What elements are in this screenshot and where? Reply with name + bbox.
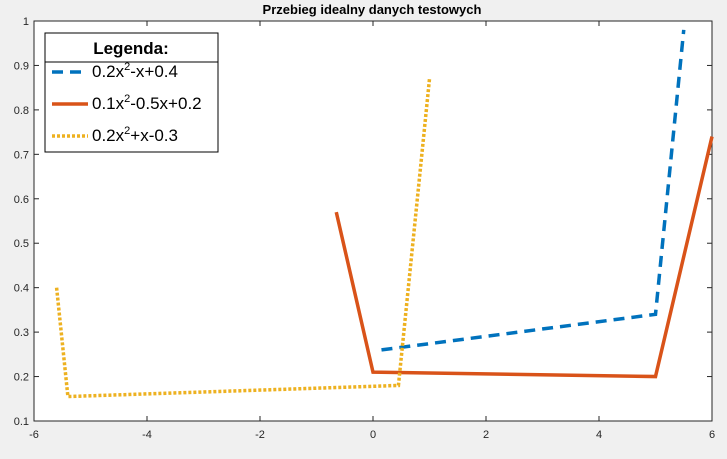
chart-title: Przebieg idealny danych testowych bbox=[263, 2, 482, 17]
y-tick-label: 0.1 bbox=[14, 416, 29, 428]
legend-label-3: 0.2x2+x-0.3 bbox=[92, 125, 178, 145]
x-tick-label: 6 bbox=[709, 429, 715, 441]
legend-box bbox=[44, 32, 219, 153]
y-tick-label: 1 bbox=[23, 16, 29, 28]
y-tick-label: 0.4 bbox=[14, 283, 29, 295]
legend: Legenda: 0.2x2-x+0.4 0.1x2-0.5x+0.2 0.2x2+… bbox=[44, 32, 219, 153]
y-tick-label: 0.9 bbox=[14, 60, 29, 72]
y-tick-label: 0.7 bbox=[14, 149, 29, 161]
x-tick-label: -4 bbox=[142, 429, 152, 441]
x-tick-label: 0 bbox=[370, 429, 376, 441]
x-tick-label: 4 bbox=[596, 429, 602, 441]
x-tick-label: -2 bbox=[255, 429, 265, 441]
series-line-2 bbox=[334, 136, 714, 379]
legend-label-2: 0.1x2-0.5x+0.2 bbox=[92, 93, 202, 113]
x-tick-label: 2 bbox=[483, 429, 489, 441]
axes: -6 -4 -2 0 2 4 6 0.1 0.2 0.3 0.4 0.5 0.6 0.7 0.8 0.9 1 bbox=[14, 16, 715, 441]
y-tick-label: 0.8 bbox=[14, 105, 29, 117]
series-line-1 bbox=[381, 29, 686, 352]
x-tick-label: -6 bbox=[29, 429, 39, 441]
series-group bbox=[54, 29, 714, 399]
y-tick-label: 0.3 bbox=[14, 327, 29, 339]
y-tick-label: 0.6 bbox=[14, 194, 29, 206]
y-tick-label: 0.5 bbox=[14, 238, 29, 250]
y-tick-label: 0.2 bbox=[14, 372, 29, 384]
legend-label-1: 0.2x2-x+0.4 bbox=[92, 61, 178, 81]
legend-title: Legenda: bbox=[93, 39, 169, 58]
